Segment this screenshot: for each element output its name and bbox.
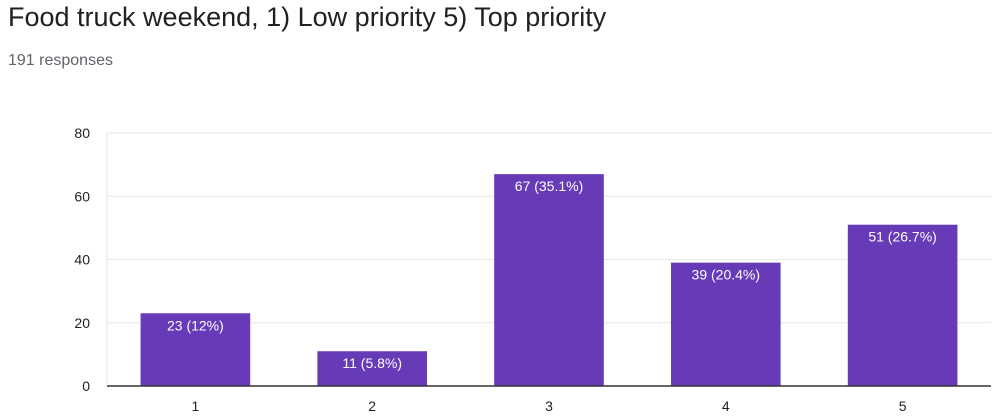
bar: [494, 174, 604, 386]
x-tick-label: 2: [368, 398, 376, 414]
chart-title: Food truck weekend, 1) Low priority 5) T…: [8, 2, 607, 32]
y-tick-label: 0: [82, 378, 90, 394]
x-tick-label: 5: [899, 398, 907, 414]
y-tick-label: 40: [74, 252, 90, 268]
y-tick-label: 20: [74, 315, 90, 331]
bar: [670, 262, 781, 386]
bar-data-label: 67 (35.1%): [515, 178, 583, 194]
x-tick-label: 1: [192, 398, 200, 414]
bar-data-label: 23 (12%): [167, 317, 224, 333]
x-tick-label: 3: [545, 398, 553, 414]
bar-data-label: 51 (26.7%): [868, 229, 936, 245]
bar: [140, 313, 251, 386]
x-tick-label: 4: [722, 398, 730, 414]
y-tick-label: 60: [74, 188, 90, 204]
bar-data-label: 39 (20.4%): [692, 267, 760, 283]
bar: [317, 351, 428, 386]
y-tick-label: 80: [74, 125, 90, 141]
response-count: 191 responses: [8, 52, 113, 69]
bar-data-label: 11 (5.8%): [342, 355, 402, 371]
bar: [847, 224, 958, 386]
